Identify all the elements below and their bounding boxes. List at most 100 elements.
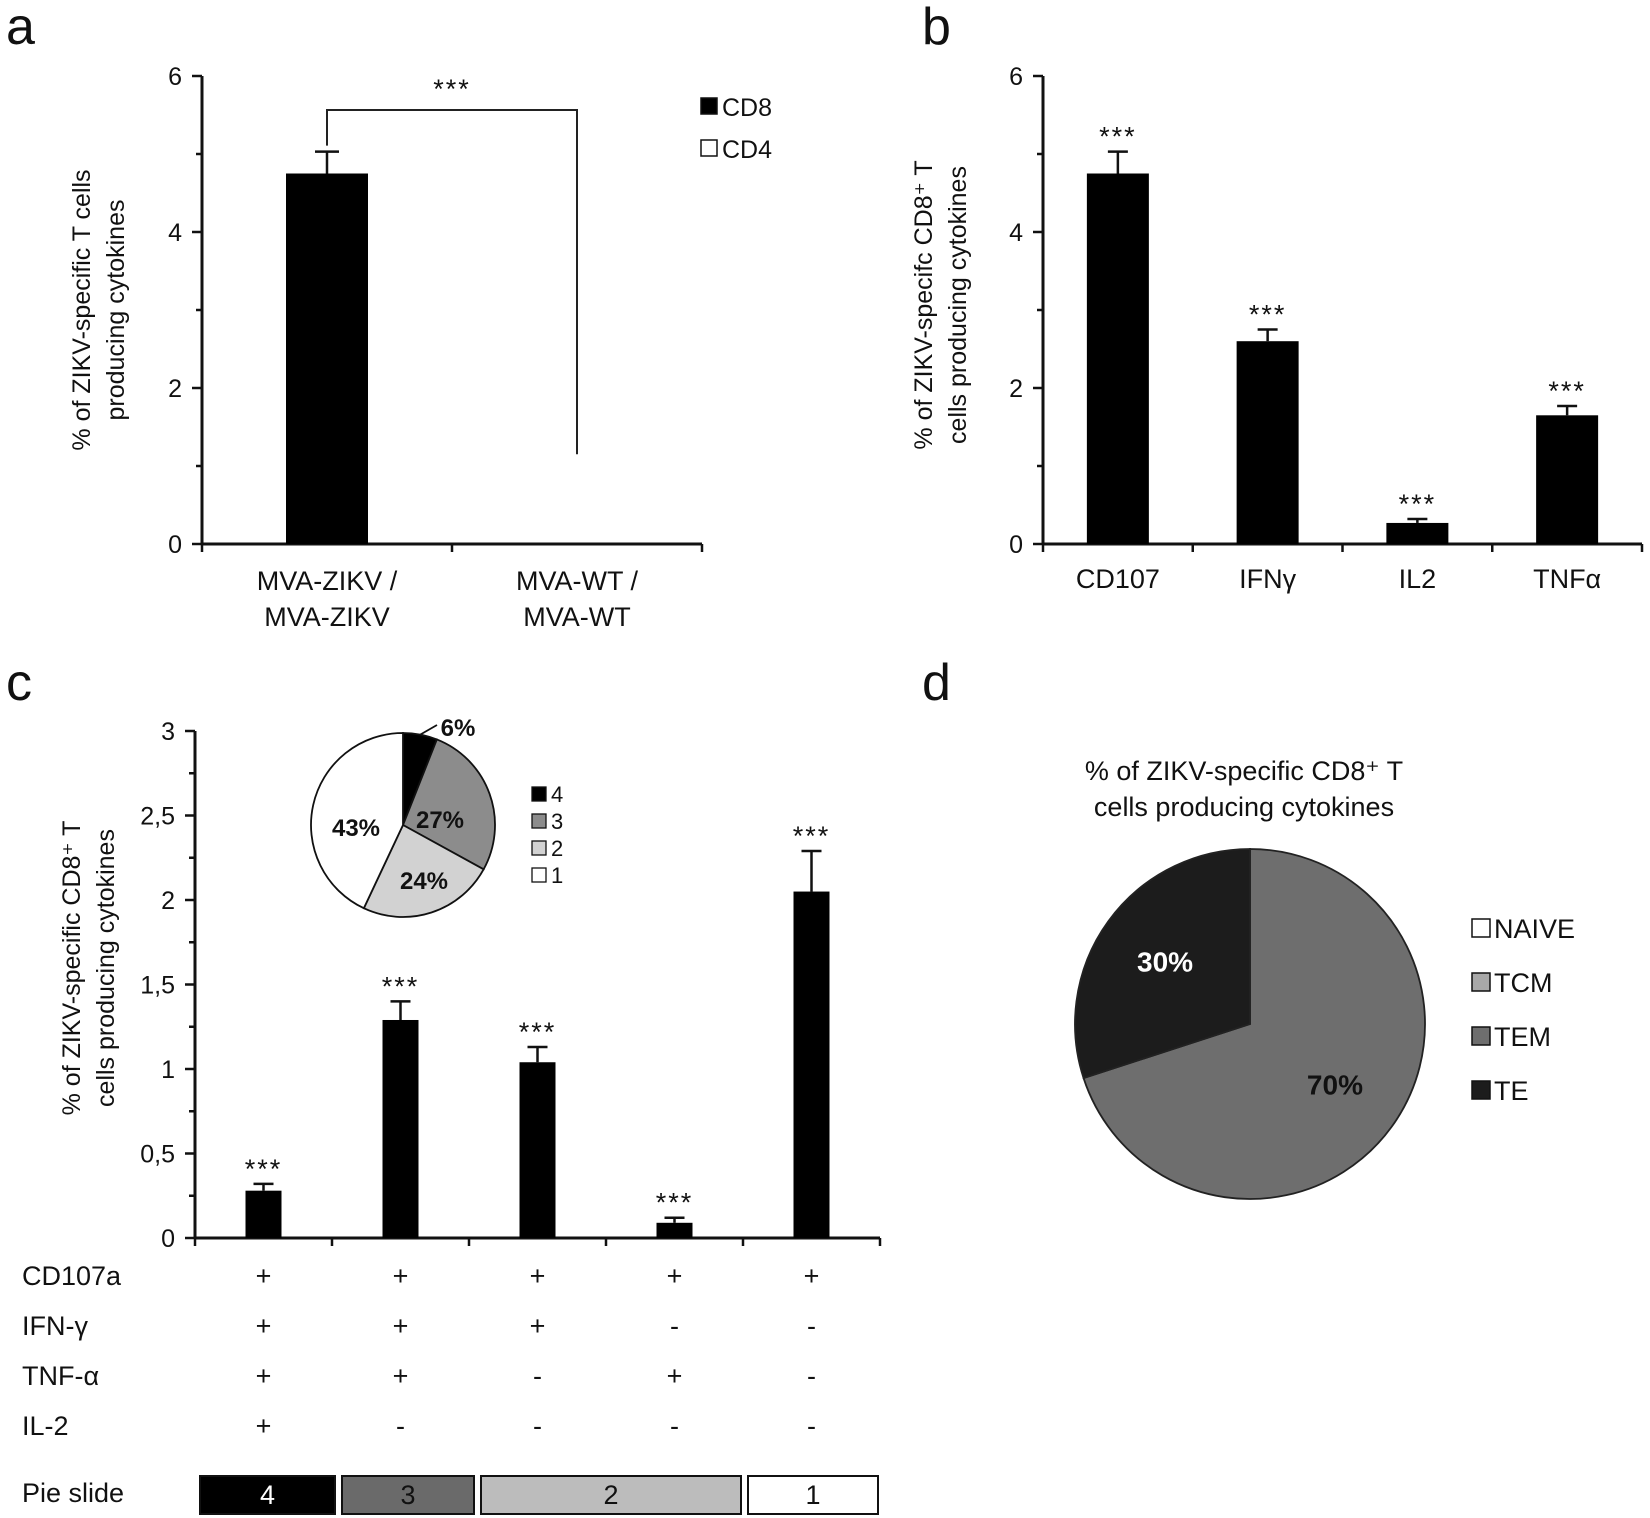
panel-a-legend-swatch-cd4 — [700, 139, 718, 157]
y-tick-label: 1 — [161, 1056, 175, 1084]
panel-a-category-label: MVA-WT — [523, 602, 630, 632]
panel-b-bar — [1386, 522, 1449, 544]
panel-c-significance-label: *** — [382, 971, 420, 1001]
panel-c-inset-legend-swatch — [531, 813, 547, 829]
panel-c-pie-slide-box — [199, 1475, 336, 1515]
panel-c-table-mark: - — [533, 1361, 542, 1391]
panel-c-table-mark: + — [667, 1361, 683, 1391]
panel-c-table-row-label: IFN-γ — [22, 1311, 88, 1341]
panel-b-y-label-line: % of ZIKV-specifc CD8⁺ T — [910, 160, 938, 449]
panel-c-table-mark: + — [256, 1361, 272, 1391]
panel-b-category-label: TNFα — [1533, 564, 1601, 594]
panel-a-bar-chart: 0 2 4 6 % of ZIKV-specific T cells producing … — [68, 63, 772, 632]
y-tick-label: 0 — [168, 531, 182, 559]
panel-c-bar — [382, 1019, 419, 1238]
panel-c-significance-label: *** — [793, 821, 831, 851]
panel-b-category-label: IL2 — [1399, 564, 1437, 594]
panel-c-table-mark: + — [256, 1311, 272, 1341]
panel-c-bar — [245, 1190, 282, 1238]
panel-c-inset-legend-swatch — [531, 786, 547, 802]
panel-c-pie-slide-box-label: 4 — [260, 1480, 275, 1510]
panel-d-legend-label: NAIVE — [1494, 914, 1575, 944]
panel-d-pie-chart: % of ZIKV-specific CD8⁺ T cells producing… — [1074, 756, 1575, 1200]
panel-b-significance-label: *** — [1399, 489, 1437, 519]
panel-c-table-mark: - — [396, 1411, 405, 1441]
panel-d-legend-swatch — [1471, 1080, 1491, 1100]
panel-d-legend-label: TE — [1494, 1076, 1529, 1106]
y-tick-label: 2 — [1009, 375, 1023, 403]
panel-c-table-row-label: TNF-α — [22, 1361, 99, 1391]
panel-c-y-label-line: % of ZIKV-specific CD8⁺ T — [58, 821, 86, 1116]
y-tick-label: 2 — [161, 887, 175, 915]
panel-a-legend-label: CD4 — [722, 136, 772, 164]
panel-c-table-row-label: CD107a — [22, 1261, 122, 1291]
panel-a-bar-cd8 — [286, 173, 368, 544]
panel-a-legend-label: CD8 — [722, 94, 772, 122]
panel-d-legend-swatch — [1471, 972, 1491, 992]
panel-c-table-mark: + — [667, 1261, 683, 1291]
panel-c-pie-slide-box-label: 1 — [805, 1480, 820, 1510]
panel-b-significance-label: *** — [1548, 376, 1586, 406]
panel-b-significance-label: *** — [1249, 300, 1287, 330]
panel-c-table-mark: - — [807, 1311, 816, 1341]
panel-a-significance-label: *** — [433, 74, 471, 104]
y-tick-label: 0,5 — [140, 1141, 175, 1169]
panel-c-table-row-label: IL-2 — [22, 1411, 69, 1441]
panel-c-table-mark: + — [530, 1311, 546, 1341]
panel-c-inset-pie-percent: 24% — [400, 868, 448, 895]
panel-d-letter: d — [922, 654, 951, 712]
panel-a-category-label: MVA-ZIKV — [264, 602, 390, 632]
panel-b-bar — [1236, 341, 1299, 544]
panel-c-inset-pie-leader-line — [419, 724, 438, 736]
panel-c-inset-pie-percent: 6% — [441, 715, 476, 742]
panel-c-significance-label: *** — [519, 1017, 557, 1047]
panel-c-bar — [656, 1222, 693, 1238]
panel-a-category-label: MVA-WT / — [516, 566, 638, 596]
panel-c-inset-legend-label: 3 — [551, 809, 563, 834]
panel-c-table-mark: + — [530, 1261, 546, 1291]
panel-c-significance-label: *** — [656, 1188, 694, 1218]
panel-d-title-line: % of ZIKV-specific CD8⁺ T — [1085, 756, 1403, 786]
panel-c-inset-pie-percent: 43% — [332, 815, 380, 842]
panel-c-table-mark: - — [670, 1411, 679, 1441]
y-tick-label: 6 — [1009, 63, 1023, 91]
panel-c-pie-slide-box — [747, 1475, 879, 1515]
panel-c-table-mark: + — [393, 1261, 409, 1291]
panel-c-letter: c — [6, 654, 32, 712]
panel-c-pie-slide-box-label: 2 — [603, 1480, 618, 1510]
panel-d-pie-percent: 70% — [1307, 1070, 1363, 1101]
panel-b-letter: b — [922, 0, 951, 56]
panel-a-letter: a — [6, 0, 35, 56]
panel-c-table-mark: - — [533, 1411, 542, 1441]
panel-c-table-mark: - — [807, 1411, 816, 1441]
panel-d-pie-slice-tem — [1082, 848, 1426, 1200]
panel-d-title-line: cells producing cytokines — [1094, 792, 1394, 822]
panel-c-bar — [519, 1062, 556, 1238]
panel-c-bar — [793, 891, 830, 1238]
y-tick-label: 2,5 — [140, 803, 175, 831]
panel-a-category-label: MVA-ZIKV / — [257, 566, 398, 596]
panel-c-inset-legend-label: 4 — [551, 782, 563, 807]
panel-b-significance-label: *** — [1099, 122, 1137, 152]
panel-c-table-mark: + — [393, 1361, 409, 1391]
panel-c-significance-label: *** — [245, 1154, 283, 1184]
panel-c-pie-slide-box-label: 3 — [400, 1480, 415, 1510]
panel-d-legend-label: TEM — [1494, 1022, 1551, 1052]
panel-b-category-label: CD107 — [1076, 564, 1160, 594]
panel-c-inset-pie-slice-1 — [310, 732, 404, 910]
y-tick-label: 4 — [1009, 219, 1023, 247]
panel-b-category-label: IFNγ — [1239, 564, 1296, 594]
panel-d-pie-percent: 30% — [1137, 946, 1193, 977]
panel-a-legend-swatch-cd8 — [700, 97, 718, 115]
y-tick-label: 0 — [1009, 531, 1023, 559]
panel-d-pie-slice-te — [1074, 848, 1251, 1080]
y-tick-label: 0 — [161, 1225, 175, 1253]
panel-d-legend-swatch — [1471, 1026, 1491, 1046]
panel-b-y-label-line: cells producing cytokines — [944, 166, 972, 444]
panel-c-inset-legend-swatch — [531, 840, 547, 856]
panel-c-inset-pie-percent: 27% — [416, 807, 464, 834]
